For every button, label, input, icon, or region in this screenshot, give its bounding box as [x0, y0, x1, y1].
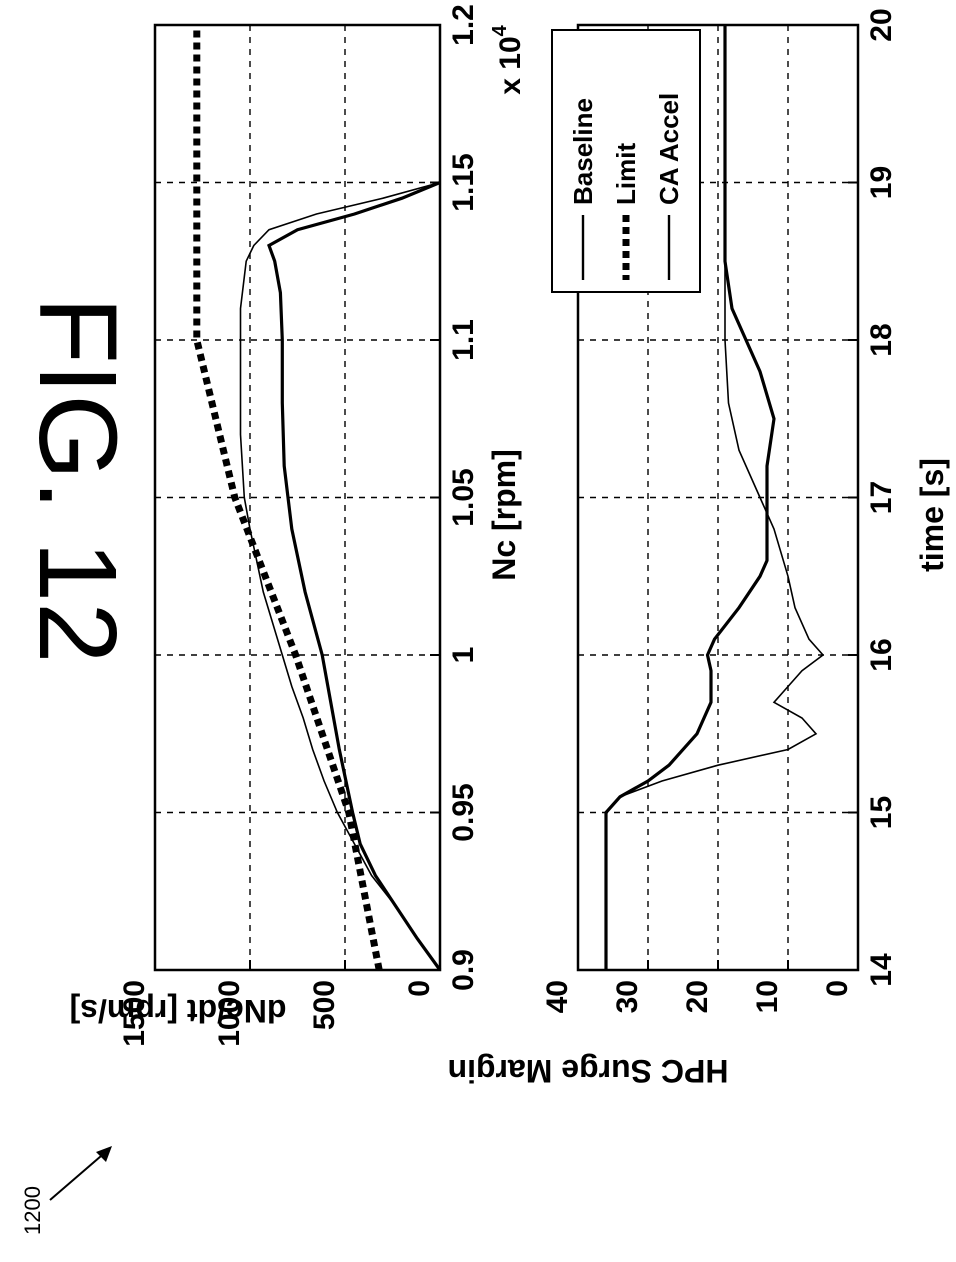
- x-tick-group: 16: [865, 638, 898, 671]
- x-tick-label: 1.05: [447, 468, 480, 526]
- figure-title-group: FIG. 12: [16, 297, 139, 664]
- top-chart-grid: [155, 25, 440, 970]
- x-tick-group: 1.2: [447, 4, 480, 46]
- bottom-chart-ylabel: HPC Surge Margin: [448, 1053, 729, 1089]
- legend: Baseline Limit CA Accel: [551, 29, 701, 293]
- x-tick-label: 18: [865, 323, 898, 356]
- top-multiplier-group: x 104: [489, 24, 527, 94]
- legend-box: [551, 29, 701, 293]
- top-ylabel-group: dNc/dt [rpm/s]: [70, 993, 287, 1029]
- x-tick-label: 14: [865, 953, 898, 987]
- reference-arrowhead: [96, 1146, 112, 1162]
- series-line-limit: [193, 25, 383, 971]
- x-tick-group: 19: [865, 166, 898, 199]
- x-tick-group: 0.9: [447, 949, 480, 991]
- bottom-chart-xlabel: time [s]: [914, 458, 950, 572]
- series-line-ca-accel: [604, 25, 776, 970]
- bottom-ylabel-group: HPC Surge Margin: [448, 1053, 729, 1089]
- x-tick-label: 1.2: [447, 4, 480, 46]
- y-tick-label: 1000: [213, 980, 246, 1047]
- reference-arrow: [49, 1149, 109, 1201]
- y-tick-group: 1500: [118, 980, 151, 1047]
- y-tick-label: 40: [541, 980, 574, 1013]
- x-tick-label: 16: [865, 638, 898, 671]
- x-tick-group: 1.05: [447, 468, 480, 526]
- x-tick-group: 15: [865, 796, 898, 829]
- reference-numeral: 1200: [20, 1186, 45, 1235]
- top-chart-ylabel: dNc/dt [rpm/s]: [70, 993, 287, 1029]
- y-tick-group: 30: [611, 980, 644, 1013]
- x-tick-group: 1.15: [447, 153, 480, 211]
- series-line-ca-accel: [267, 181, 442, 971]
- y-tick-label: 0: [403, 980, 436, 997]
- x-tick-label: 1.15: [447, 153, 480, 211]
- bottom-xlabel-group: time [s]: [914, 458, 950, 572]
- x-tick-label: 19: [865, 166, 898, 199]
- top-chart-x-multiplier: x 104: [489, 24, 527, 94]
- x-tick-label: 0.9: [447, 949, 480, 991]
- y-tick-group: 10: [751, 980, 784, 1013]
- bottom-chart-series: [604, 25, 825, 970]
- y-tick-group: 1000: [213, 980, 246, 1047]
- x-tick-label: 0.95: [447, 783, 480, 841]
- x-tick-label: 1: [447, 647, 480, 664]
- x-tick-group: 1: [447, 647, 480, 664]
- top-chart-xlabel: Nc [rpm]: [486, 449, 522, 581]
- y-tick-group: 0: [403, 980, 436, 997]
- y-tick-label: 10: [751, 980, 784, 1013]
- x-tick-label: 15: [865, 796, 898, 829]
- x-multiplier-base: x 10: [494, 36, 527, 94]
- bottom-chart-ticks: 14 15 16 17 18 19 20 0 10 20 30 40: [541, 8, 898, 1013]
- y-tick-group: 40: [541, 980, 574, 1013]
- y-tick-group: 20: [681, 980, 714, 1013]
- series-line-baseline: [239, 181, 441, 971]
- series-line-baseline: [605, 25, 825, 970]
- y-tick-label: 30: [611, 980, 644, 1013]
- x-tick-group: 18: [865, 323, 898, 356]
- y-tick-label: 1500: [118, 980, 151, 1047]
- figure-title: FIG. 12: [16, 297, 139, 664]
- y-tick-label: 0: [821, 980, 854, 997]
- legend-label-baseline: Baseline: [568, 98, 598, 205]
- chart-dncdt: 0.9 0.95 1 1.05 1.1 1.15 1.2 0 500 1000 1500 Nc [r…: [70, 4, 527, 1047]
- legend-label-limit: Limit: [611, 143, 641, 205]
- y-tick-group: 0: [821, 980, 854, 997]
- x-tick-group: 20: [865, 8, 898, 41]
- y-tick-group: 500: [308, 980, 341, 1030]
- x-tick-group: 0.95: [447, 783, 480, 841]
- y-tick-label: 500: [308, 980, 341, 1030]
- x-tick-group: 17: [865, 481, 898, 514]
- x-tick-group: 14: [865, 953, 898, 987]
- x-tick-label: 20: [865, 8, 898, 41]
- top-chart-ticks: 0.9 0.95 1 1.05 1.1 1.15 1.2 0 500 1000 1500: [118, 4, 480, 1047]
- legend-label-ca-accel: CA Accel: [654, 93, 684, 205]
- top-chart-series: [193, 25, 442, 971]
- top-xlabel-group: Nc [rpm]: [486, 449, 522, 581]
- x-multiplier-exponent: 4: [489, 24, 511, 36]
- reference-group: 1200: [20, 1186, 45, 1235]
- x-tick-label: 1.1: [447, 319, 480, 361]
- x-tick-label: 17: [865, 481, 898, 514]
- y-tick-label: 20: [681, 980, 714, 1013]
- x-tick-group: 1.1: [447, 319, 480, 361]
